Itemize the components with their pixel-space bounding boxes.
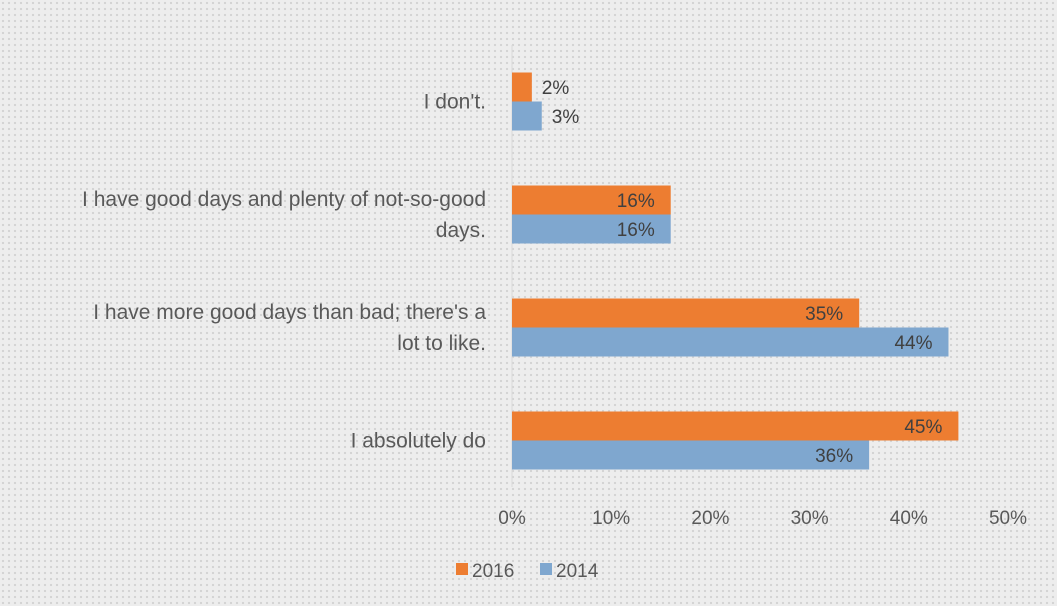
category-label-0: I don't. [424,91,486,114]
legend-swatch-2014 [540,563,552,575]
category-labels-layer: I don't. I have good days and plenty of n… [82,91,486,453]
legend-swatch-2016 [456,563,468,575]
x-axis-ticks-layer: 0% 10% 20% 30% 40% 50% [498,508,1027,529]
category-label-1: I have good days and plenty of not-so-go… [82,188,486,211]
x-tick-label-4: 40% [890,508,928,529]
bar-2014-1 [512,214,671,244]
category-label-3: I absolutely do [351,430,486,453]
bar-2016-2 [512,298,860,328]
data-label-2014-0: 3% [552,107,580,128]
data-label-2016-0: 2% [542,78,570,99]
bar-2016-3 [512,411,959,441]
category-label-2: I have more good days than bad; there's … [93,301,486,324]
data-labels-layer: 2% 3% 16% 16% 35% 44% 45% 36% [542,78,943,467]
x-tick-label-3: 30% [791,508,829,529]
data-label-2016-3: 45% [904,417,942,438]
legend: 2016 2014 [456,561,599,582]
bar-2016-0 [512,72,532,102]
legend-item-2014: 2014 [540,561,599,582]
x-tick-label-1: 10% [592,508,630,529]
category-label-2: lot to like. [397,332,486,355]
data-label-2016-1: 16% [617,191,655,212]
data-label-2014-3: 36% [815,446,853,467]
x-tick-label-2: 20% [691,508,729,529]
data-label-2014-1: 16% [617,220,655,241]
legend-item-2016: 2016 [456,561,514,582]
x-tick-label-0: 0% [498,508,526,529]
data-label-2014-2: 44% [894,333,932,354]
legend-label-2014: 2014 [556,561,599,582]
bars-layer [512,72,959,470]
bar-2014-2 [512,327,949,357]
data-label-2016-2: 35% [805,304,843,325]
bar-2014-3 [512,440,870,470]
bar-2014-0 [512,101,542,131]
bar-2016-1 [512,185,671,215]
legend-label-2016: 2016 [472,561,514,582]
category-label-1: days. [436,219,486,242]
x-tick-label-5: 50% [989,508,1027,529]
